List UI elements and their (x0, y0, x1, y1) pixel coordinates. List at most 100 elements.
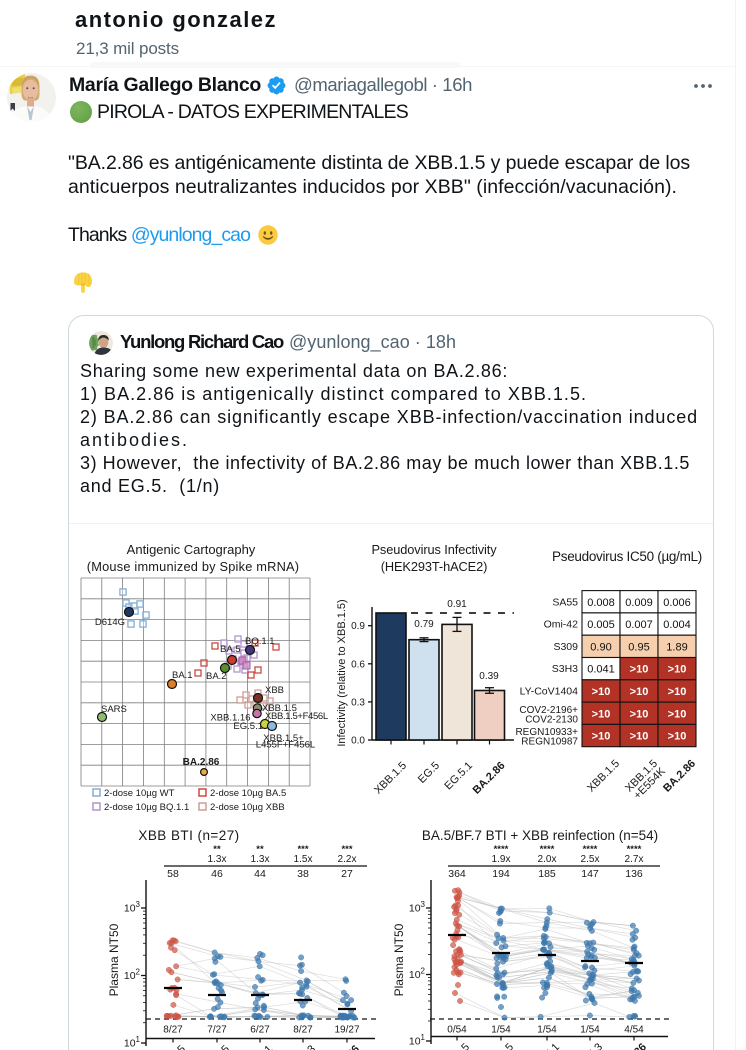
svg-text:L455F+F456L: L455F+F456L (256, 740, 315, 751)
svg-text:XBB: XBB (265, 685, 284, 696)
svg-text:XBB.1.5: XBB.1.5 (372, 760, 409, 797)
svg-text:****: **** (583, 844, 598, 855)
svg-text:BA.2.86: BA.2.86 (661, 758, 698, 795)
svg-text:Infectivity (relative to XBB.1: Infectivity (relative to XBB.1.5) (336, 599, 348, 746)
svg-text:0.90: 0.90 (590, 641, 611, 653)
svg-text:XBB.1.5: XBB.1.5 (585, 758, 622, 795)
svg-text:0.79: 0.79 (414, 619, 434, 630)
svg-text:****: **** (540, 844, 555, 855)
svg-text:XBB.1.5: XBB.1.5 (435, 1041, 472, 1050)
svg-text:BA.2.86: BA.2.86 (471, 760, 508, 797)
svg-text:>10: >10 (630, 664, 649, 676)
svg-text:58: 58 (167, 868, 179, 880)
svg-text:7/27: 7/27 (207, 1025, 227, 1036)
svg-text:BA.2.86: BA.2.86 (612, 1041, 649, 1050)
svg-text:>10: >10 (592, 731, 611, 743)
svg-text:XBB.1.5: XBB.1.5 (151, 1043, 188, 1050)
svg-text:1.3x: 1.3x (251, 854, 270, 865)
svg-text:S309: S309 (553, 641, 578, 653)
svg-text:0.95: 0.95 (628, 641, 649, 653)
svg-text:1.89: 1.89 (666, 641, 687, 653)
svg-text:103: 103 (409, 900, 426, 915)
svg-text:>10: >10 (668, 664, 687, 676)
svg-text:Pseudovirus Infectivity: Pseudovirus Infectivity (371, 542, 497, 557)
svg-text:2-dose 10µg WT: 2-dose 10µg WT (104, 788, 175, 799)
svg-text:194: 194 (492, 868, 510, 880)
svg-text:HK.3: HK.3 (579, 1041, 605, 1050)
svg-text:102: 102 (124, 968, 141, 983)
svg-text:XBB.1.5+: XBB.1.5+ (263, 733, 304, 744)
svg-text:0.6: 0.6 (351, 659, 365, 670)
svg-text:>10: >10 (630, 686, 649, 698)
svg-text:44: 44 (254, 868, 266, 880)
svg-text:2-dose 10µg XBB: 2-dose 10µg XBB (210, 802, 285, 813)
svg-text:0.004: 0.004 (663, 619, 691, 631)
svg-text:0.9: 0.9 (351, 621, 365, 632)
svg-text:0.006: 0.006 (663, 597, 691, 609)
svg-text:BA.2.86: BA.2.86 (183, 757, 220, 768)
svg-text:6/27: 6/27 (250, 1025, 270, 1036)
svg-text:2.7x: 2.7x (625, 854, 644, 865)
svg-text:EG.5: EG.5 (206, 1043, 232, 1050)
svg-text:BA.5: BA.5 (220, 644, 241, 655)
svg-text:S3H3: S3H3 (552, 663, 578, 675)
svg-text:0/54: 0/54 (447, 1025, 467, 1036)
svg-text:EG.5.1: EG.5.1 (529, 1041, 562, 1050)
svg-text:>10: >10 (592, 708, 611, 720)
svg-text:REGN10933+: REGN10933+ (515, 727, 578, 738)
svg-text:LY-CoV1404: LY-CoV1404 (520, 685, 579, 697)
svg-text:1.9x: 1.9x (492, 854, 511, 865)
svg-text:364: 364 (448, 868, 466, 880)
svg-text:Pseudovirus IC50 (µg/mL): Pseudovirus IC50 (µg/mL) (552, 549, 702, 564)
svg-text:>10: >10 (668, 708, 687, 720)
svg-text:0.007: 0.007 (625, 619, 653, 631)
svg-text:EG.5: EG.5 (416, 760, 442, 786)
svg-text:0.009: 0.009 (625, 597, 653, 609)
svg-text:COV2-2130: COV2-2130 (525, 714, 578, 725)
svg-text:COV2-2196+: COV2-2196+ (519, 705, 578, 716)
svg-text:***: *** (341, 844, 352, 855)
svg-text:2-dose 10µg BQ.1.1: 2-dose 10µg BQ.1.1 (104, 802, 189, 813)
svg-text:XBB.1.16: XBB.1.16 (210, 713, 250, 724)
svg-text:0.91: 0.91 (447, 599, 467, 610)
svg-text:Plasma NT50: Plasma NT50 (107, 923, 121, 996)
svg-text:>10: >10 (668, 731, 687, 743)
svg-text:2.5x: 2.5x (581, 854, 600, 865)
svg-text:EG.5.1: EG.5.1 (242, 1043, 275, 1050)
svg-text:103: 103 (124, 900, 141, 915)
svg-text:185: 185 (538, 868, 556, 880)
svg-text:***: *** (297, 844, 308, 855)
svg-text:****: **** (627, 844, 642, 855)
svg-text:102: 102 (409, 967, 426, 982)
svg-text:0.39: 0.39 (479, 671, 499, 682)
svg-text:0.3: 0.3 (351, 697, 365, 708)
svg-text:8/27: 8/27 (163, 1025, 183, 1036)
svg-text:2-dose 10µg BA.5: 2-dose 10µg BA.5 (210, 788, 286, 799)
svg-text:BA.2.86: BA.2.86 (325, 1043, 362, 1050)
svg-text:BA.1: BA.1 (172, 670, 193, 681)
svg-text:1.5x: 1.5x (294, 854, 313, 865)
svg-text:HK.3: HK.3 (292, 1043, 318, 1050)
svg-text:EG.5: EG.5 (490, 1041, 516, 1050)
svg-text:147: 147 (581, 868, 599, 880)
svg-text:XBB.1.5: XBB.1.5 (262, 703, 297, 714)
svg-text:****: **** (494, 844, 509, 855)
svg-text:>10: >10 (630, 731, 649, 743)
svg-text:0.041: 0.041 (587, 664, 615, 676)
svg-text:136: 136 (625, 868, 643, 880)
svg-text:REGN10987: REGN10987 (521, 737, 578, 748)
svg-text:BA.2: BA.2 (206, 671, 227, 682)
svg-text:SA55: SA55 (552, 596, 578, 608)
svg-text:>10: >10 (668, 686, 687, 698)
svg-text:0.008: 0.008 (587, 597, 615, 609)
svg-text:D614G: D614G (95, 617, 125, 628)
svg-text:Omi-42: Omi-42 (544, 619, 579, 631)
svg-text:4/54: 4/54 (624, 1025, 644, 1036)
svg-text:0.0: 0.0 (351, 736, 365, 747)
svg-text:Plasma NT50: Plasma NT50 (392, 923, 406, 996)
svg-text:XBB BTI (n=27): XBB BTI (n=27) (138, 828, 239, 843)
svg-text:8/27: 8/27 (293, 1025, 313, 1036)
svg-text:Antigenic Cartography: Antigenic Cartography (127, 542, 256, 557)
svg-text:SARS: SARS (101, 704, 127, 715)
svg-text:(HEK293T-hACE2): (HEK293T-hACE2) (381, 559, 488, 574)
